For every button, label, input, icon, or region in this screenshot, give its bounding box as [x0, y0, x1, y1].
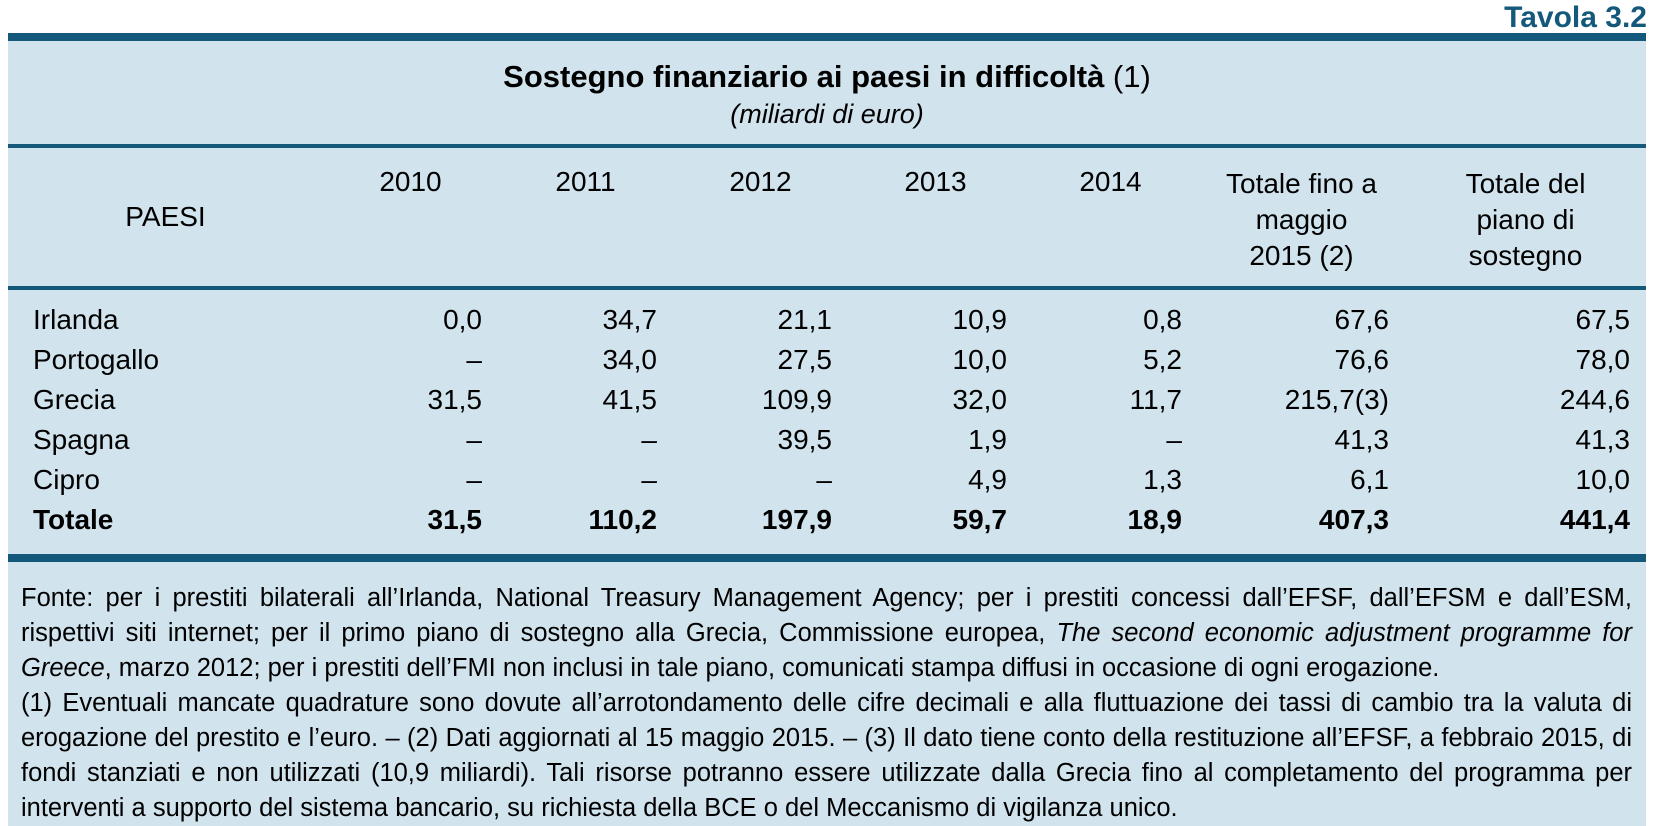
table-title-main: Sostegno finanziario ai paesi in diffico… [503, 58, 1105, 94]
top-rule [8, 33, 1646, 41]
cell-totale-maggio: 41,3 [1334, 424, 1390, 455]
cell-totale-maggio: 67,6 [1334, 304, 1390, 335]
body-bottom-rule [8, 554, 1646, 562]
column-header-totale-piano: Totale del piano di sostegno [1465, 168, 1586, 271]
cell-2012: 197,9 [761, 504, 832, 535]
column-header-totale-maggio-2015: Totale fino a maggio 2015 (2) [1226, 168, 1377, 271]
cell-2011: 110,2 [588, 504, 657, 535]
cell-2013: 10,0 [952, 344, 1008, 375]
cell-totale-maggio: 6,1 [1350, 464, 1389, 495]
table-subtitle: (miliardi di euro) [730, 98, 924, 129]
source-note: Fonte: per i prestiti bilaterali all’Irl… [21, 581, 1632, 686]
cell-2013: 10,9 [952, 304, 1008, 335]
cell-totale-maggio: 407,3 [1318, 504, 1389, 535]
cell-2010: – [466, 424, 482, 455]
source-note-publication-title: The second economic adjustment programme… [21, 619, 1632, 682]
table-header-row: PAESI 2010 2011 2012 2013 2014 Totale fi… [8, 148, 1646, 286]
footnotes-block: Fonte: per i prestiti bilaterali all’Irl… [8, 562, 1646, 826]
cell-2012: 39,5 [777, 424, 833, 455]
row-label: Spagna [33, 424, 130, 455]
cell-2014: 0,8 [1143, 304, 1182, 335]
table-title-footnote-ref: (1) [1104, 58, 1151, 94]
cell-2011: – [641, 424, 657, 455]
column-header-2013: 2013 [904, 166, 967, 197]
cell-2011: 34,0 [602, 344, 658, 375]
cell-2012: 21,1 [777, 304, 833, 335]
cell-2011: – [641, 464, 657, 495]
source-note-text-tail: , marzo 2012; per i prestiti dell’FMI no… [104, 654, 1440, 682]
header-separator-rule [8, 286, 1646, 290]
column-header-2010: 2010 [379, 166, 442, 197]
cell-totale-piano: 441,4 [1559, 504, 1630, 535]
table-row-cipro: Cipro – – – 4,9 1,3 6,1 10,0 [8, 460, 1646, 500]
cell-totale-maggio: 215,7(3) [1284, 384, 1389, 415]
cell-2013: 59,7 [952, 504, 1008, 535]
cell-2010: 0,0 [443, 304, 482, 335]
cell-totale-piano: 10,0 [1575, 464, 1631, 495]
table-row-portogallo: Portogallo – 34,0 27,5 10,0 5,2 76,6 78,… [8, 340, 1646, 380]
cell-2014: 1,3 [1143, 464, 1182, 495]
table-title: Sostegno finanziario ai paesi in diffico… [503, 57, 1151, 97]
cell-totale-maggio: 76,6 [1334, 344, 1390, 375]
cell-2013: 4,9 [968, 464, 1007, 495]
row-label: Irlanda [33, 304, 119, 335]
cell-2010: – [466, 464, 482, 495]
row-label: Cipro [33, 464, 100, 495]
title-block: Sostegno finanziario ai paesi in diffico… [8, 41, 1646, 144]
table-row-spagna: Spagna – – 39,5 1,9 – 41,3 41,3 [8, 420, 1646, 460]
cell-totale-piano: 41,3 [1575, 424, 1631, 455]
cell-totale-piano: 67,5 [1575, 304, 1631, 335]
cell-2014: 18,9 [1127, 504, 1183, 535]
title-separator-rule [8, 144, 1646, 148]
table-row-grecia: Grecia 31,5 41,5 109,9 32,0 11,7 215,7(3… [8, 380, 1646, 420]
cell-2013: 1,9 [968, 424, 1007, 455]
column-header-2011: 2011 [555, 166, 616, 197]
cell-2012: 27,5 [777, 344, 833, 375]
cell-2010: – [466, 344, 482, 375]
cell-2010: 31,5 [427, 384, 483, 415]
row-label: Grecia [33, 384, 116, 415]
column-header-paesi: PAESI [8, 148, 323, 286]
cell-totale-piano: 78,0 [1575, 344, 1631, 375]
table-row-totale: Totale 31,5 110,2 197,9 59,7 18,9 407,3 … [8, 500, 1646, 540]
cell-2010: 31,5 [427, 504, 483, 535]
table-number-label: Tavola 3.2 [1504, 1, 1647, 34]
row-label: Totale [33, 504, 114, 535]
cell-totale-piano: 244,6 [1559, 384, 1630, 415]
numbered-footnotes: (1) Eventuali mancate quadrature sono do… [21, 689, 1632, 822]
row-label: Portogallo [33, 344, 160, 375]
cell-2014: 11,7 [1129, 384, 1182, 415]
table-number-band: Tavola 3.2 [0, 0, 1654, 33]
cell-2012: – [816, 464, 832, 495]
source-note-text: Fonte: per i prestiti bilaterali all’Irl… [21, 584, 1632, 647]
cell-2012: 109,9 [761, 384, 832, 415]
column-header-2012: 2012 [729, 166, 792, 197]
cell-2011: 41,5 [602, 384, 658, 415]
column-header-paesi-label: PAESI [125, 201, 206, 232]
cell-2011: 34,7 [602, 304, 658, 335]
column-header-2014: 2014 [1079, 166, 1142, 197]
table-body: Irlanda 0,0 34,7 21,1 10,9 0,8 67,6 67,5… [8, 290, 1646, 554]
cell-2014: – [1166, 424, 1182, 455]
table-row-irlanda: Irlanda 0,0 34,7 21,1 10,9 0,8 67,6 67,5 [8, 300, 1646, 340]
cell-2014: 5,2 [1143, 344, 1182, 375]
cell-2013: 32,0 [952, 384, 1008, 415]
